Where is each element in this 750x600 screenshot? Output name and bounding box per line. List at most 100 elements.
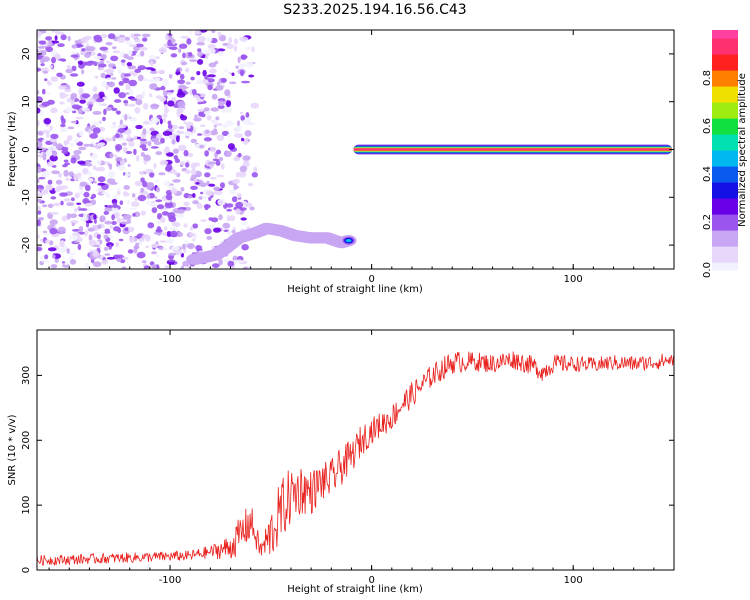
- noise-blob: [93, 214, 97, 220]
- noise-blob: [168, 131, 173, 136]
- noise-blob: [129, 236, 136, 243]
- noise-blob: [86, 162, 93, 167]
- noise-blob: [119, 200, 124, 205]
- noise-blob: [158, 69, 165, 74]
- noise-blob: [122, 77, 130, 84]
- noise-blob: [181, 243, 186, 250]
- y-tick-label: 20: [21, 48, 32, 61]
- noise-blob: [226, 208, 233, 212]
- noise-blob: [177, 48, 182, 53]
- carrier-band: [353, 148, 672, 151]
- noise-blob: [129, 117, 137, 122]
- noise-blob: [113, 87, 120, 94]
- noise-blob: [47, 80, 51, 86]
- noise-blob: [186, 38, 192, 45]
- noise-blob: [60, 200, 64, 206]
- noise-blob: [209, 176, 217, 180]
- noise-blob: [149, 127, 155, 132]
- noise-blob: [90, 196, 94, 200]
- spectrogram-carrier: [353, 144, 672, 155]
- noise-blob: [163, 107, 170, 114]
- noise-blob: [125, 92, 130, 95]
- noise-blob: [118, 124, 127, 129]
- noise-blob: [172, 179, 181, 183]
- noise-blob: [198, 144, 205, 149]
- noise-blob: [96, 234, 101, 240]
- noise-blob: [60, 59, 67, 62]
- noise-blob: [244, 202, 253, 208]
- colorbar-cell: [712, 182, 738, 187]
- noise-blob: [169, 89, 175, 93]
- noise-blob: [109, 125, 118, 129]
- noise-blob: [54, 258, 59, 263]
- noise-blob: [42, 70, 49, 74]
- trace-mark: [345, 239, 352, 243]
- noise-blob: [140, 139, 148, 146]
- noise-blob: [168, 46, 178, 50]
- noise-blob: [59, 92, 67, 99]
- noise-blob: [133, 148, 137, 156]
- noise-blob: [251, 46, 255, 53]
- noise-blob: [208, 196, 212, 201]
- noise-blob: [112, 202, 118, 209]
- noise-blob: [134, 38, 141, 43]
- noise-blob: [37, 107, 41, 114]
- noise-blob: [100, 72, 106, 79]
- noise-blob: [37, 90, 40, 95]
- noise-blob: [216, 174, 224, 178]
- noise-blob: [100, 34, 108, 38]
- noise-blob: [237, 56, 241, 64]
- noise-blob: [56, 72, 63, 78]
- noise-blob: [78, 226, 84, 232]
- colorbar-label: Normalized spectral amplitude: [737, 73, 748, 227]
- noise-blob: [92, 110, 102, 115]
- noise-blob: [132, 213, 136, 217]
- noise-blob: [207, 44, 216, 50]
- noise-blob: [112, 122, 116, 125]
- noise-blob: [215, 160, 221, 166]
- noise-blob: [196, 71, 201, 76]
- noise-blob: [163, 104, 168, 109]
- noise-blob: [45, 46, 54, 53]
- noise-blob: [166, 238, 175, 244]
- noise-blob: [205, 190, 215, 196]
- noise-blob: [142, 103, 149, 110]
- noise-blob: [100, 53, 107, 60]
- noise-blob: [54, 30, 62, 35]
- noise-blob: [49, 228, 58, 235]
- noise-blob: [80, 217, 86, 221]
- colorbar-cell: [712, 122, 738, 127]
- noise-blob: [232, 178, 241, 184]
- x-tick-label: -100: [159, 274, 182, 285]
- noise-blob: [166, 231, 172, 237]
- noise-blob: [142, 90, 146, 97]
- noise-blob: [185, 67, 190, 73]
- noise-blob: [178, 43, 188, 49]
- noise-blob: [73, 150, 82, 155]
- noise-blob: [175, 212, 185, 219]
- noise-blob: [70, 73, 79, 77]
- noise-blob: [131, 201, 140, 207]
- noise-blob: [54, 53, 61, 60]
- noise-blob: [87, 177, 94, 182]
- noise-blob: [153, 162, 157, 169]
- noise-blob: [73, 234, 78, 241]
- noise-blob: [218, 51, 223, 57]
- noise-blob: [37, 141, 43, 148]
- noise-blob: [200, 219, 207, 222]
- noise-blob: [104, 231, 111, 234]
- noise-blob: [200, 191, 204, 195]
- colorbar-cell: [712, 198, 738, 203]
- noise-blob: [83, 143, 91, 147]
- noise-blob: [197, 48, 202, 52]
- noise-blob: [93, 180, 97, 184]
- colorbar-cell: [712, 30, 738, 35]
- noise-blob: [77, 108, 84, 115]
- colorbar-cell: [712, 174, 738, 179]
- noise-blob: [176, 135, 180, 143]
- noise-blob: [112, 50, 121, 54]
- noise-blob: [106, 77, 112, 80]
- noise-blob: [113, 194, 119, 200]
- noise-blob: [207, 161, 217, 165]
